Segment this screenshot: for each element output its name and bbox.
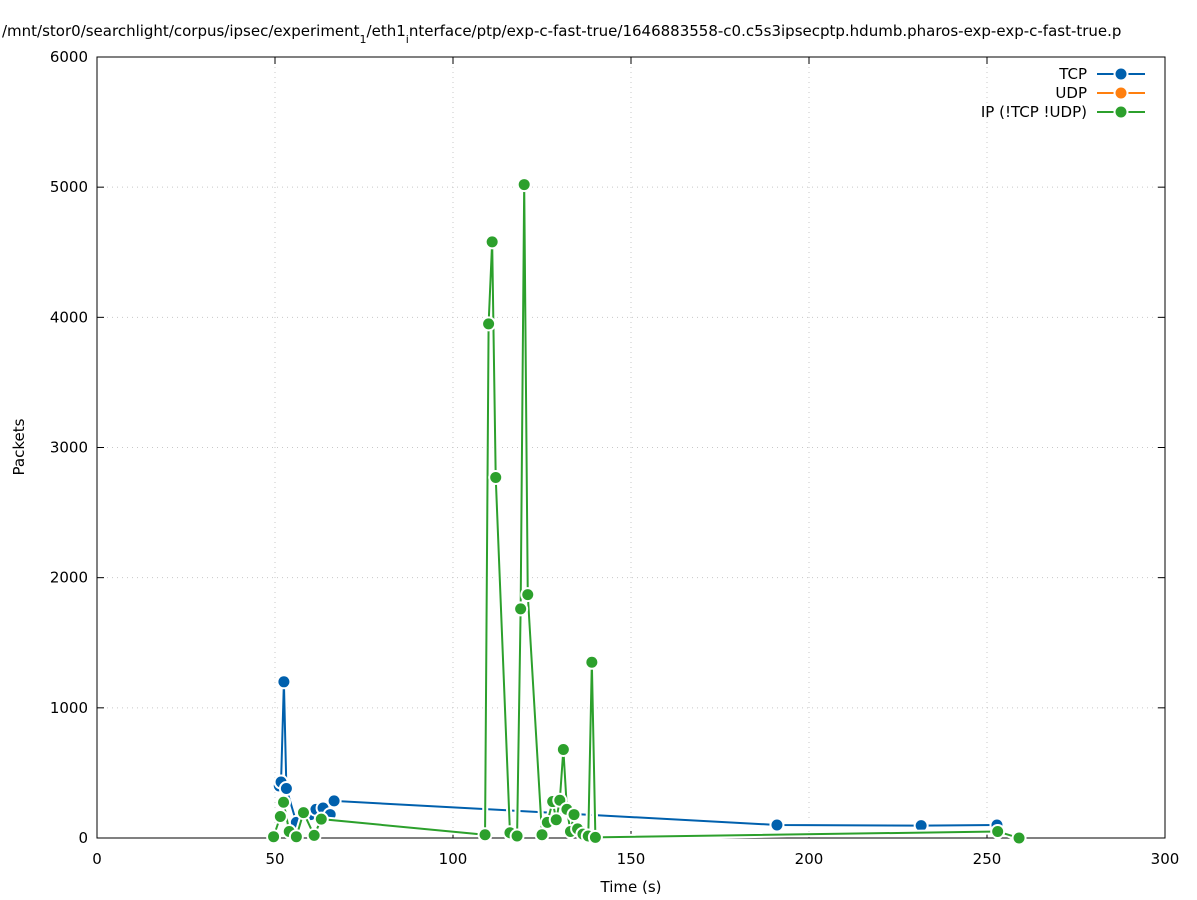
chart-title: /mnt/stor0/searchlight/corpus/ipsec/expe… — [2, 22, 1121, 46]
data-point — [479, 829, 491, 841]
data-point — [550, 814, 562, 826]
data-point — [315, 813, 327, 825]
data-point — [278, 796, 290, 808]
x-axis-label: Time (s) — [600, 878, 662, 896]
x-tick-label: 150 — [617, 850, 646, 868]
y-tick-label: 1000 — [50, 699, 88, 717]
data-point — [280, 783, 292, 795]
title-segment: /mnt/stor0/searchlight/corpus/ipsec/expe… — [2, 22, 360, 40]
data-point — [536, 829, 548, 841]
series-line — [272, 184, 1020, 839]
data-point — [586, 656, 598, 668]
legend-label: UDP — [1055, 84, 1087, 102]
y-axis-label: Packets — [10, 418, 28, 475]
title-segment: /eth1 — [367, 22, 406, 40]
data-point — [297, 807, 309, 819]
x-tick-label: 50 — [265, 850, 284, 868]
data-point — [278, 676, 290, 688]
data-point — [518, 179, 530, 191]
data-point — [771, 819, 783, 831]
data-point — [511, 830, 523, 842]
legend-marker — [1115, 106, 1127, 118]
y-tick-label: 5000 — [50, 178, 88, 196]
data-point — [522, 589, 534, 601]
y-tick-label: 4000 — [50, 308, 88, 326]
data-point — [515, 603, 527, 615]
data-point — [483, 318, 495, 330]
data-point — [486, 236, 498, 248]
series-line-halo — [270, 181, 1020, 841]
x-tick-label: 300 — [1151, 850, 1180, 868]
legend-label: TCP — [1058, 65, 1087, 83]
data-point — [557, 743, 569, 755]
title-subscript: 1 — [360, 33, 367, 46]
data-point — [490, 471, 502, 483]
x-tick-label: 250 — [973, 850, 1002, 868]
data-point — [554, 794, 566, 806]
title-subscript: i — [406, 33, 409, 46]
data-point — [274, 811, 286, 823]
y-tick-label: 0 — [78, 829, 88, 847]
data-point — [589, 831, 601, 843]
data-point — [992, 825, 1004, 837]
x-tick-label: 100 — [439, 850, 468, 868]
data-point — [328, 795, 340, 807]
legend-marker — [1115, 68, 1127, 80]
data-point — [915, 820, 927, 832]
data-point — [308, 829, 320, 841]
x-tick-label: 200 — [795, 850, 824, 868]
series-2 — [266, 177, 1027, 846]
title-segment: nterface/ptp/exp-c-fast-true/1646883558-… — [409, 22, 1122, 40]
y-tick-label: 6000 — [50, 48, 88, 66]
data-point — [290, 831, 302, 843]
y-tick-label: 3000 — [50, 439, 88, 457]
series-group — [266, 177, 1027, 846]
y-tick-label: 2000 — [50, 569, 88, 587]
series-0 — [271, 674, 1005, 834]
legend-label: IP (!TCP !UDP) — [981, 103, 1087, 121]
data-point — [568, 809, 580, 821]
series-line — [278, 681, 997, 827]
data-point — [1013, 832, 1025, 844]
x-tick-label: 0 — [92, 850, 102, 868]
legend-marker — [1115, 87, 1127, 99]
data-point — [268, 831, 280, 843]
grid — [97, 57, 1165, 838]
axis-ticks: 0 50 100 150 200 250 3000100020003000400050006… — [50, 48, 1180, 868]
